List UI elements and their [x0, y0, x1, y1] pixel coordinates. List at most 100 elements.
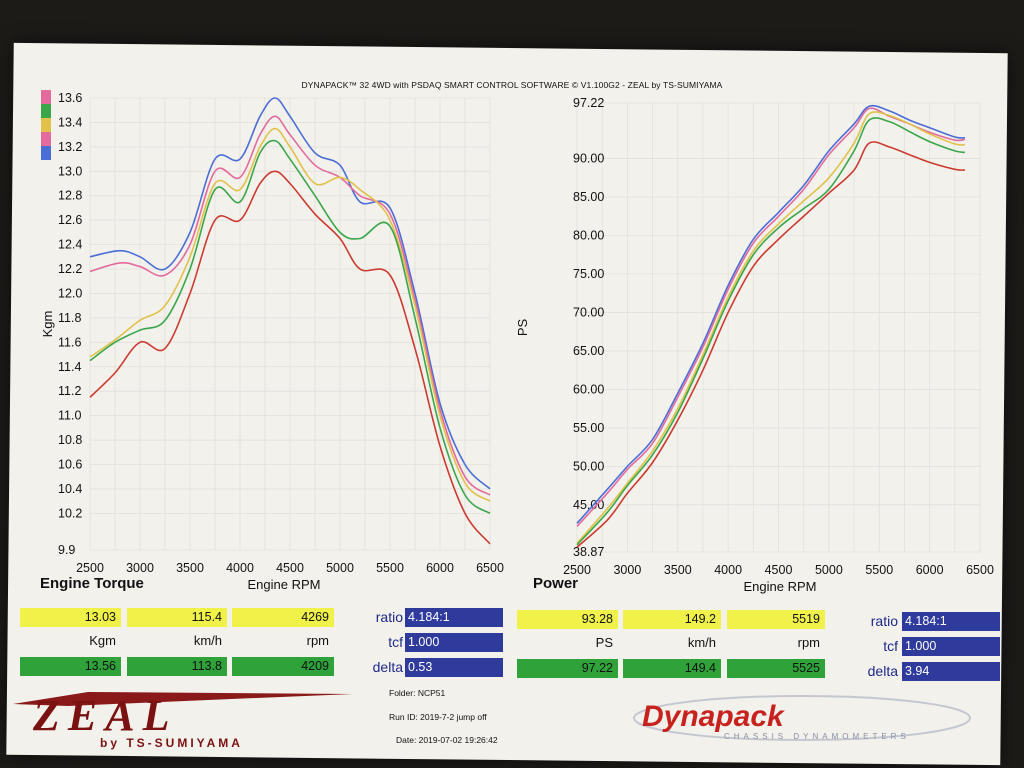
sheet-title: DYNAPACK™ 32 4WD with PSDAQ SMART CONTRO…	[301, 80, 723, 90]
torque-max-value-box: 13.56	[20, 657, 121, 676]
y-tick-label: 11.0	[58, 409, 81, 423]
y-tick-label: 12.4	[58, 238, 82, 252]
x-tick-label: 4000	[714, 563, 742, 577]
y-tick-label: 50.00	[573, 459, 604, 473]
legend-swatch-3	[41, 118, 51, 132]
power-rpm-box: 5519	[727, 610, 825, 629]
torque-rpm-box: 4269	[232, 608, 334, 627]
x-tick-label: 4500	[276, 561, 304, 575]
y-tick-label: 11.8	[58, 311, 81, 325]
y-axis-label: PS	[515, 319, 530, 337]
zeal-logo-subtext: by TS-SUMIYAMA	[100, 736, 243, 750]
torque-speed-unit: km/h	[193, 633, 222, 648]
zeal-logo-text: ZEAL	[32, 691, 177, 740]
y-tick-label: 60.00	[573, 382, 604, 396]
y-tick-label: 75.00	[573, 267, 604, 281]
torque-tcf-label: tcf	[388, 634, 403, 650]
power-chart-title: Power	[533, 575, 579, 592]
torque-unit-label: Kgm	[89, 633, 116, 648]
x-tick-label: 3500	[664, 563, 692, 577]
x-tick-label: 2500	[563, 563, 591, 577]
x-tick-label: 4000	[226, 561, 254, 575]
x-tick-label: 6000	[426, 561, 454, 575]
torque-chart: 9.9 10.2 10.4 10.6 10.8 11.0 11.2 11.4 11.6 11.8 1…	[40, 91, 504, 592]
x-tick-label: 3000	[126, 561, 154, 575]
torque-chart-title: Engine Torque	[40, 575, 144, 592]
dynapack-logo: Dynapack CHASSIS DYNAMOMETERS	[633, 695, 971, 741]
power-chart: 38.8745.0050.0055.0060.0065.0070.0075.00…	[515, 96, 994, 594]
torque-ratio-box: 4.184:1	[405, 608, 503, 627]
dynapack-logo-text: Dynapack	[642, 700, 785, 733]
y-tick-label: 13.4	[58, 115, 82, 129]
torque-tcf-box: 1.000	[405, 633, 503, 652]
y-tick-label: 85.00	[573, 190, 604, 204]
y-tick-label: 38.87	[573, 545, 604, 559]
y-axis-label: Kgm	[40, 311, 55, 338]
power-value-box: 93.28	[517, 610, 618, 629]
y-tick-label: 70.00	[573, 305, 604, 319]
power-speed-unit: km/h	[687, 635, 716, 650]
power-tcf-box: 1.000	[902, 637, 1000, 656]
y-tick-label: 10.4	[58, 482, 82, 496]
y-tick-label: 97.22	[573, 96, 604, 110]
power-rpm-unit: rpm	[797, 635, 820, 650]
x-tick-label: 5500	[865, 563, 893, 577]
series-line-3	[89, 127, 491, 502]
x-axis-label: Engine RPM	[248, 577, 321, 592]
series-line-5	[576, 141, 965, 548]
series-line-3	[576, 111, 965, 544]
power-max-rpm-box: 5525	[727, 659, 825, 678]
legend-swatch-1	[41, 90, 51, 104]
power-tcf-label: tcf	[883, 638, 898, 654]
torque-delta-box: 0.53	[405, 658, 503, 677]
torque-ratio-label: ratio	[375, 609, 403, 625]
x-tick-label: 5000	[815, 563, 843, 577]
y-tick-label: 10.6	[58, 457, 82, 471]
power-ratio-label: ratio	[870, 613, 898, 629]
x-tick-label: 2500	[76, 561, 104, 575]
y-tick-label: 65.00	[573, 344, 604, 358]
power-max-speed-box: 149.4	[623, 659, 721, 678]
power-delta-label: delta	[867, 663, 898, 679]
x-tick-label: 5000	[326, 561, 354, 575]
power-max-value-box: 97.22	[517, 659, 618, 678]
zeal-logo: ZEAL by TS-SUMIYAMA	[13, 691, 353, 750]
y-tick-label: 10.2	[58, 506, 82, 520]
y-tick-label: 9.9	[58, 543, 75, 557]
series-line-5	[89, 170, 491, 545]
series-line-4	[576, 117, 966, 546]
torque-max-rpm-box: 4209	[232, 657, 334, 676]
y-tick-label: 90.00	[573, 152, 604, 166]
torque-rpm-unit: rpm	[306, 633, 329, 648]
legend-swatch-2	[41, 104, 51, 118]
x-tick-label: 6000	[916, 563, 944, 577]
torque-max-speed-box: 113.8	[127, 657, 227, 676]
legend-swatch-4	[41, 132, 51, 146]
y-tick-label: 13.2	[58, 140, 82, 154]
y-tick-label: 13.6	[58, 91, 82, 105]
series-line-2	[89, 115, 491, 496]
series-line-4	[89, 139, 491, 515]
legend-swatch-5	[41, 146, 51, 160]
series-line-1	[89, 97, 491, 490]
power-delta-box: 3.94	[902, 662, 1000, 681]
y-tick-label: 11.6	[58, 335, 81, 349]
torque-speed-box: 115.4	[127, 608, 227, 627]
y-tick-label: 12.6	[58, 213, 82, 227]
y-tick-label: 55.00	[573, 421, 604, 435]
run-id-text: Run ID: 2019-7-2 jump off	[389, 712, 487, 722]
folder-text: Folder: NCP51	[389, 688, 446, 698]
series-line-2	[576, 107, 966, 527]
y-tick-label: 12.8	[58, 189, 82, 203]
y-tick-label: 11.2	[58, 384, 81, 398]
x-axis-label: Engine RPM	[744, 579, 817, 594]
series-line-1	[576, 104, 965, 524]
x-tick-label: 3000	[613, 563, 641, 577]
dynapack-logo-subtext: CHASSIS DYNAMOMETERS	[724, 732, 910, 741]
x-tick-label: 3500	[176, 561, 204, 575]
y-tick-label: 12.0	[58, 286, 82, 300]
x-tick-label: 6500	[966, 563, 994, 577]
y-tick-label: 12.2	[58, 262, 82, 276]
torque-value-box: 13.03	[20, 608, 121, 627]
